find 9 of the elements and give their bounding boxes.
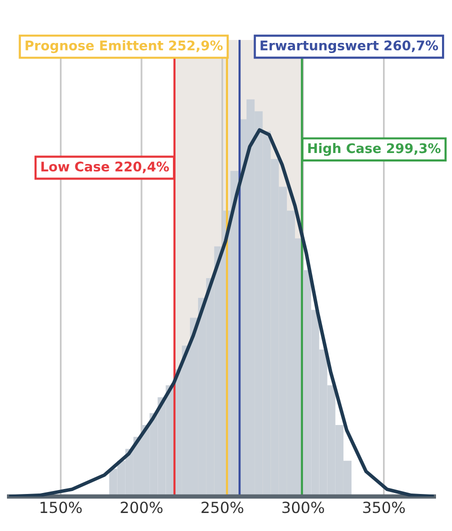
x-tick-label: 350% — [363, 502, 405, 514]
x-tick-label: 200% — [120, 502, 163, 514]
ref-line-label: High Case 299,3% — [308, 142, 441, 156]
ref-line-label: Low Case 220,4% — [41, 162, 169, 174]
ref-line-label: Prognose Emittent 252,9% — [26, 40, 223, 54]
x-tick-label: 300% — [282, 502, 324, 514]
ref-line-label: Erwartungswert 260,7% — [260, 40, 438, 54]
x-tick-label: 250% — [202, 502, 244, 514]
x-tick-label: 150% — [40, 502, 82, 514]
